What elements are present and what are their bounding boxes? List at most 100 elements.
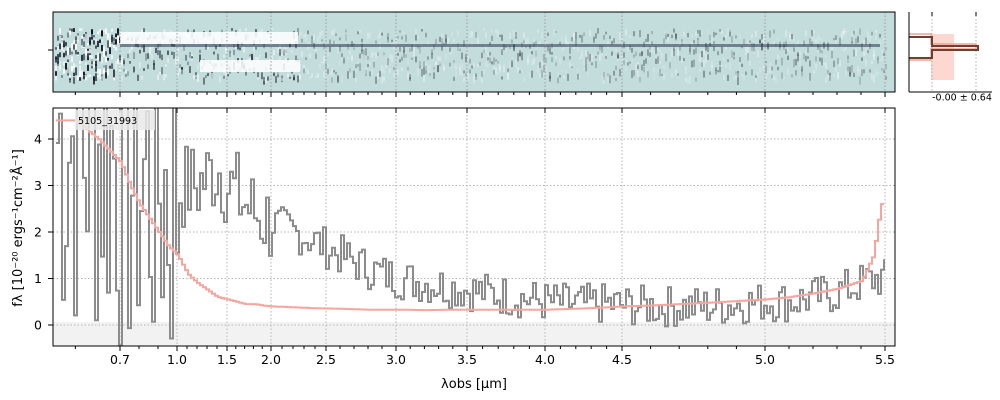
spectrum-2d-pixel	[437, 56, 439, 62]
spectrum-2d-pixel	[397, 36, 399, 39]
spectrum-2d-pixel	[469, 69, 471, 74]
spectrum-2d-pixel	[507, 73, 509, 80]
spectrum-2d-pixel	[815, 63, 817, 70]
spectrum-2d-pixel	[639, 53, 641, 57]
spectrum-2d-pixel	[455, 69, 457, 78]
spectrum-2d-pixel	[157, 74, 159, 80]
spectrum-2d-pixel	[437, 65, 439, 73]
spectrum-2d-pixel	[681, 39, 683, 46]
spectrum-2d-pixel	[65, 44, 67, 47]
spectrum-2d-pixel	[765, 61, 767, 64]
spectrum-2d-pixel	[315, 52, 317, 59]
spectrum-2d-pixel	[561, 69, 563, 72]
spectrum-2d-pixel	[81, 42, 83, 48]
spectrum-2d-pixel	[839, 37, 841, 46]
spectrum-2d-pixel	[519, 50, 521, 57]
spectrum-2d-pixel	[279, 57, 281, 62]
spectrum-2d-pixel	[689, 44, 691, 52]
spectrum-2d-pixel	[289, 76, 291, 79]
spectrum-2d-pixel	[71, 51, 73, 55]
spectrum-2d-pixel	[699, 30, 701, 37]
spectrum-2d-pixel	[563, 45, 565, 50]
spectrum-2d-pixel	[539, 62, 541, 69]
spectrum-2d-pixel	[121, 60, 123, 67]
spectrum-2d-pixel	[805, 30, 807, 37]
spectrum-2d-pixel	[389, 68, 391, 73]
spectrum-2d-trace	[55, 28, 887, 85]
spectrum-2d-pixel	[385, 64, 387, 68]
spectrum-2d-pixel	[461, 63, 463, 69]
spectrum-2d-pixel	[789, 51, 791, 55]
spectrum-2d-pixel	[745, 56, 747, 60]
spectrum-2d-pixel	[379, 31, 381, 39]
spectrum-2d-pixel	[615, 77, 617, 82]
spectrum-2d-pixel	[99, 53, 101, 62]
object-id-box	[75, 110, 155, 130]
spectrum-2d-pixel	[557, 40, 559, 43]
spectrum-2d-pixel	[159, 50, 161, 59]
spectrum-2d-pixel	[873, 75, 875, 83]
spectrum-2d-pixel	[411, 44, 413, 52]
spectrum-2d-pixel	[583, 58, 585, 66]
spectrum-2d-pixel	[123, 58, 125, 66]
spectrum-2d-pixel	[519, 52, 521, 56]
spectrum-2d-pixel	[373, 51, 375, 56]
spectrum-2d-pixel	[803, 40, 805, 45]
spectrum-2d-pixel	[813, 30, 815, 34]
spectrum-2d-pixel	[673, 46, 675, 51]
spectrum-2d-pixel	[677, 48, 679, 57]
spectrum-2d-pixel	[581, 50, 583, 56]
spectrum-2d-pixel	[383, 52, 385, 56]
spectrum-2d-pixel	[467, 56, 469, 61]
spectrum-2d-pixel	[259, 54, 261, 58]
spectrum-2d-pixel	[425, 32, 427, 38]
spectrum-2d-pixel	[55, 74, 57, 81]
spectrum-2d-pixel	[839, 60, 841, 68]
spectrum-2d-pixel	[281, 78, 283, 81]
spectrum-2d-pixel	[735, 35, 737, 39]
spectrum-2d-pixel	[693, 49, 695, 55]
spectrum-2d-pixel	[307, 30, 309, 35]
spectrum-2d-pixel	[375, 40, 377, 44]
spectrum-2d-pixel	[667, 34, 669, 37]
spectrum-2d-pixel	[601, 50, 603, 56]
spectrum-2d-pixel	[479, 62, 481, 68]
x-tick-label: 5.0	[755, 352, 775, 367]
spectrum-2d-pixel	[399, 30, 401, 33]
spectrum-2d-pixel	[319, 39, 321, 45]
spectrum-2d-pixel	[713, 31, 715, 38]
spectrum-2d-pixel	[143, 44, 145, 53]
spectrum-2d-pixel	[135, 70, 137, 73]
spectrum-2d-pixel	[819, 37, 821, 40]
spectrum-2d-pixel	[599, 53, 601, 62]
spectrum-2d-pixel	[745, 47, 747, 55]
spectrum-2d-pixel	[377, 52, 379, 56]
spectrum-2d-pixel	[147, 64, 149, 69]
spectrum-2d-pixel	[371, 49, 373, 54]
spectrum-2d-pixel	[59, 61, 61, 70]
spectrum-2d-pixel	[97, 31, 99, 34]
spectrum-2d-pixel	[395, 33, 397, 37]
spectrum-2d-pixel	[591, 54, 593, 59]
spectrum-2d-pixel	[331, 77, 333, 83]
spectrum-2d-pixel	[439, 36, 441, 42]
spectrum-2d-pixel	[83, 75, 85, 80]
spectrum-2d-pixel	[63, 40, 65, 48]
spectrum-2d-pixel	[471, 65, 473, 69]
spectrum-2d-pixel	[103, 49, 105, 58]
spectrum-2d-pixel	[525, 38, 527, 46]
spectrum-2d-pixel	[93, 61, 95, 65]
spectrum-2d-pixel	[803, 40, 805, 46]
spectrum-2d-pixel	[843, 28, 845, 35]
spectrum-2d-pixel	[301, 31, 303, 35]
spectrum-2d-pixel	[443, 66, 445, 70]
spectrum-2d-pixel	[339, 37, 341, 41]
spectrum-2d-pixel	[353, 70, 355, 78]
spectrum-2d-pixel	[691, 34, 693, 38]
spectrum-2d-pixel	[875, 29, 877, 33]
spectrum-2d-pixel	[805, 55, 807, 62]
spectrum-2d-pixel	[507, 73, 509, 80]
spectrum-2d-pixel	[715, 67, 717, 71]
spectrum-2d-pixel	[791, 50, 793, 53]
spectrum-2d-pixel	[277, 72, 279, 78]
